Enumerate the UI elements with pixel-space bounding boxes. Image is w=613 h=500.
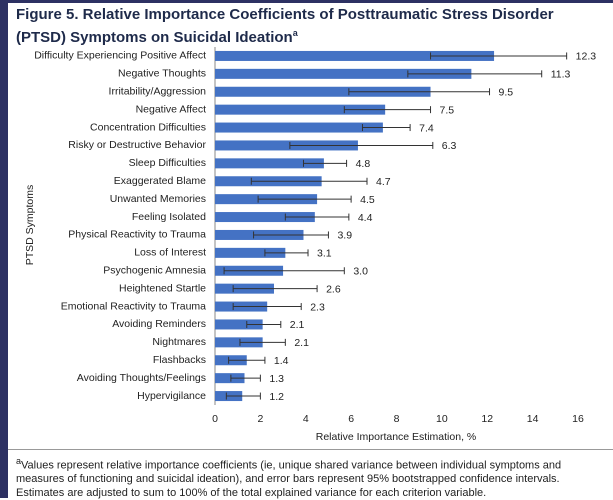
value-label: 4.4	[358, 212, 373, 224]
y-tick-label: Difficulty Experiencing Positive Affect	[34, 50, 206, 62]
x-tick-label: 6	[348, 413, 354, 425]
error-bar	[253, 231, 329, 239]
bar	[215, 212, 315, 223]
error-bar	[430, 52, 568, 60]
y-tick-label: Irritability/Aggression	[109, 86, 207, 98]
value-label: 3.1	[317, 248, 332, 260]
value-label: 4.5	[360, 194, 375, 206]
error-bar	[228, 356, 266, 364]
x-tick-label: 4	[303, 413, 309, 425]
bar	[215, 50, 495, 61]
y-tick-label: Concentration Difficulties	[90, 121, 206, 133]
value-label: 4.7	[376, 176, 391, 188]
bar	[215, 373, 245, 384]
value-label: 2.3	[310, 301, 325, 313]
chart-title-block: Figure 5. Relative Importance Coefficien…	[16, 6, 606, 47]
value-label: 3.9	[337, 230, 352, 242]
y-tick-label: Physical Reactivity to Trauma	[68, 229, 206, 241]
error-bar	[250, 177, 368, 185]
x-tick-label: 0	[212, 413, 218, 425]
value-label: 2.6	[326, 283, 341, 295]
chart-title: Figure 5. Relative Importance Coefficien…	[16, 6, 554, 46]
bar	[215, 158, 324, 169]
error-bar	[246, 320, 282, 328]
y-tick-label: Avoiding Thoughts/Feelings	[77, 372, 206, 384]
error-bar	[361, 124, 411, 132]
value-label: 2.1	[290, 319, 305, 331]
value-label: 7.5	[440, 104, 455, 116]
value-label: 12.3	[576, 51, 597, 63]
y-tick-label: Unwanted Memories	[110, 193, 206, 205]
bar	[215, 104, 386, 115]
y-tick-label: Exaggerated Blame	[114, 175, 206, 187]
value-label: 4.8	[356, 158, 371, 170]
error-bar	[257, 195, 352, 203]
error-bar	[264, 249, 309, 257]
error-bar	[284, 213, 350, 221]
value-label: 1.4	[274, 355, 289, 367]
value-label: 6.3	[442, 140, 457, 152]
y-tick-label: Sleep Difficulties	[129, 157, 206, 169]
y-tick-label: Avoiding Reminders	[112, 318, 206, 330]
bar	[215, 140, 358, 151]
value-label: 7.4	[419, 122, 434, 134]
y-tick-label: Nightmares	[152, 336, 206, 348]
x-axis-title: Relative Importance Estimation, %	[316, 431, 476, 443]
y-tick-label: Risky or Destructive Behavior	[68, 139, 206, 151]
y-tick-label: Feeling Isolated	[132, 211, 206, 223]
y-tick-label: Heightened Startle	[119, 282, 206, 294]
value-label: 3.0	[353, 266, 368, 278]
bar	[215, 337, 263, 348]
y-tick-label: Negative Thoughts	[118, 68, 206, 80]
footnote-text: Values represent relative importance coe…	[16, 459, 562, 499]
error-bar	[232, 285, 318, 293]
bar	[215, 68, 472, 79]
y-tick-label: Psychogenic Amnesia	[103, 265, 206, 277]
error-bar	[230, 374, 261, 382]
footnote-marker: a	[16, 456, 22, 466]
error-bar	[343, 106, 432, 114]
error-bar	[407, 70, 543, 78]
title-marker: a	[292, 28, 298, 38]
bar	[215, 122, 383, 133]
error-bar	[225, 392, 261, 400]
error-bar	[348, 88, 491, 96]
value-label: 9.5	[499, 87, 514, 99]
x-tick-label: 14	[527, 413, 539, 425]
error-bar	[239, 338, 286, 346]
error-bar	[223, 267, 345, 275]
footnote: aValues represent relative importance co…	[16, 455, 608, 500]
separator	[8, 449, 613, 450]
y-axis-title: PTSD Symptoms	[24, 185, 36, 266]
top-rule	[8, 0, 613, 3]
error-bar	[302, 159, 348, 167]
value-label: 2.1	[294, 337, 309, 349]
x-tick-label: 12	[481, 413, 493, 425]
y-tick-label: Loss of Interest	[134, 247, 206, 259]
value-label: 1.2	[269, 391, 284, 403]
x-tick-label: 8	[394, 413, 400, 425]
error-bar	[289, 141, 434, 149]
x-tick-label: 2	[257, 413, 263, 425]
bar	[215, 86, 431, 97]
value-label: 1.3	[269, 373, 284, 385]
side-strip	[0, 0, 8, 498]
chart: PTSD Symptoms Relative Importance Estima…	[24, 47, 597, 443]
error-bar	[232, 303, 302, 311]
y-tick-label: Negative Affect	[136, 103, 207, 115]
value-label: 11.3	[551, 69, 571, 81]
x-tick-label: 16	[572, 413, 584, 425]
y-tick-label: Hypervigilance	[137, 390, 206, 402]
y-tick-label: Flashbacks	[153, 354, 206, 366]
bar	[215, 247, 286, 258]
y-tick-label: Emotional Reactivity to Trauma	[61, 300, 206, 312]
x-tick-label: 10	[436, 413, 448, 425]
bar	[215, 319, 263, 330]
